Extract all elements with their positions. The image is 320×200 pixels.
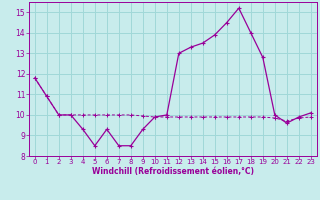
X-axis label: Windchill (Refroidissement éolien,°C): Windchill (Refroidissement éolien,°C) [92,167,254,176]
